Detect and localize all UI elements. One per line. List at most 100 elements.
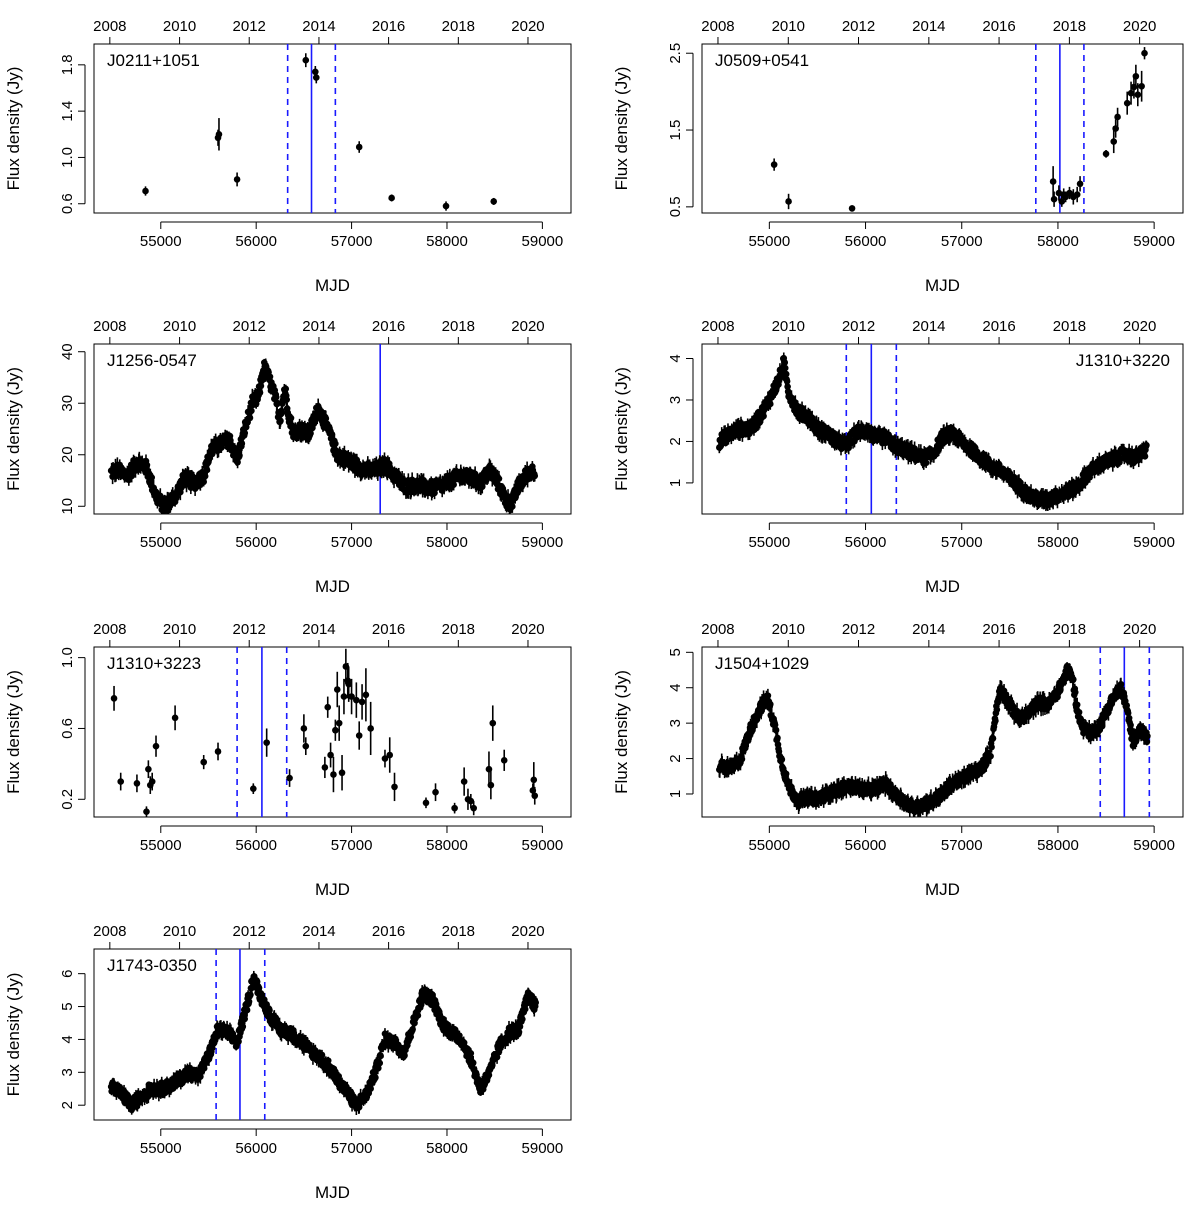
x-tick-label: 56000 bbox=[235, 233, 277, 250]
x-tick-label: 55000 bbox=[748, 837, 790, 854]
data-point bbox=[432, 788, 439, 796]
data-point bbox=[1141, 49, 1148, 57]
x-axis: 55000 56000 57000 58000 59000 MJD bbox=[748, 221, 1175, 295]
top-tick-label: 2012 bbox=[842, 621, 875, 638]
x-tick-label: 59000 bbox=[522, 233, 564, 250]
data-point bbox=[478, 483, 486, 490]
data-point bbox=[767, 400, 774, 408]
data-point bbox=[117, 778, 125, 785]
x-tick-label: 59000 bbox=[1133, 534, 1175, 551]
data-point bbox=[451, 804, 458, 812]
x-tick-label: 57000 bbox=[941, 837, 983, 854]
x-axis-label: MJD bbox=[925, 276, 960, 295]
y-tick-label: 0.6 bbox=[59, 718, 76, 739]
x-tick-label: 57000 bbox=[941, 534, 983, 551]
data-point bbox=[1050, 195, 1058, 203]
x-axis-label: MJD bbox=[925, 880, 960, 899]
data-point bbox=[1141, 452, 1149, 460]
data-point bbox=[283, 396, 291, 403]
y-tick-label: 0.6 bbox=[59, 193, 76, 214]
data-point bbox=[738, 755, 746, 763]
y-tick-label: 2 bbox=[667, 754, 684, 762]
x-tick-label: 55000 bbox=[140, 837, 182, 854]
top-tick-label: 2012 bbox=[842, 18, 875, 35]
data-point bbox=[489, 719, 497, 727]
x-tick-label: 56000 bbox=[235, 534, 277, 551]
data-point bbox=[490, 198, 498, 205]
top-year-axis: 2008 2010 2012 2014 2016 2018 2020 bbox=[93, 18, 545, 44]
data-point bbox=[214, 748, 222, 755]
top-tick-label: 2008 bbox=[701, 318, 734, 335]
y-tick-label: 5 bbox=[667, 648, 684, 656]
data-point bbox=[1132, 72, 1140, 80]
x-tick-label: 59000 bbox=[1133, 233, 1175, 250]
top-tick-label: 2012 bbox=[842, 318, 875, 335]
flux-series bbox=[142, 53, 498, 211]
x-axis-label: MJD bbox=[315, 880, 350, 899]
top-tick-label: 2018 bbox=[442, 318, 475, 335]
data-point bbox=[422, 799, 430, 807]
y-axis-label: Flux density (Jy) bbox=[4, 367, 23, 491]
data-point bbox=[200, 758, 208, 766]
flux-series bbox=[770, 47, 1148, 212]
x-axis: 55000 56000 57000 58000 59000 MJD bbox=[140, 825, 564, 899]
source-label: J1310+3220 bbox=[1076, 351, 1170, 370]
top-tick-label: 2018 bbox=[442, 18, 475, 35]
top-tick-label: 2020 bbox=[511, 621, 544, 638]
top-tick-label: 2020 bbox=[511, 318, 544, 335]
plot-frame bbox=[93, 646, 572, 818]
x-tick-label: 59000 bbox=[522, 837, 564, 854]
data-point bbox=[148, 474, 156, 481]
top-tick-label: 2008 bbox=[93, 18, 126, 35]
data-point bbox=[1127, 89, 1135, 97]
y-tick-label: 1.8 bbox=[59, 54, 76, 75]
data-point bbox=[1076, 180, 1084, 188]
x-tick-label: 57000 bbox=[331, 837, 373, 854]
data-point bbox=[256, 389, 264, 396]
y-axis-label: Flux density (Jy) bbox=[4, 670, 23, 794]
data-point bbox=[1112, 125, 1119, 132]
panel-j0211+1051: 55000 56000 57000 58000 59000 MJD 2008 2010 2012… bbox=[4, 18, 572, 295]
data-point bbox=[772, 726, 780, 734]
data-point bbox=[386, 751, 394, 759]
data-point bbox=[263, 739, 270, 746]
y-axis: 0.5 1.5 2.5 Flux density (Jy) bbox=[612, 43, 694, 217]
data-point bbox=[321, 764, 329, 771]
data-point bbox=[531, 472, 539, 480]
data-point bbox=[333, 686, 341, 693]
top-tick-label: 2010 bbox=[163, 318, 196, 335]
data-point bbox=[142, 187, 149, 195]
top-tick-label: 2012 bbox=[233, 18, 266, 35]
data-point bbox=[152, 742, 160, 750]
data-point bbox=[338, 769, 346, 777]
top-tick-label: 2014 bbox=[302, 318, 335, 335]
top-year-axis: 2008 2010 2012 2014 2016 2018 2020 bbox=[701, 318, 1156, 344]
data-point bbox=[145, 765, 152, 773]
top-tick-label: 2014 bbox=[912, 18, 945, 35]
data-point bbox=[509, 503, 516, 510]
x-tick-label: 55000 bbox=[140, 534, 182, 551]
flux-series bbox=[110, 648, 539, 817]
x-tick-label: 58000 bbox=[1037, 837, 1079, 854]
top-tick-label: 2014 bbox=[912, 621, 945, 638]
top-tick-label: 2008 bbox=[701, 18, 734, 35]
data-point bbox=[781, 364, 789, 372]
data-point bbox=[388, 194, 395, 202]
x-tick-label: 55000 bbox=[748, 233, 790, 250]
y-axis-label: Flux density (Jy) bbox=[4, 67, 23, 191]
x-axis: 55000 56000 57000 58000 59000 MJD bbox=[140, 221, 564, 295]
data-point bbox=[1114, 113, 1121, 121]
data-point bbox=[278, 409, 286, 416]
x-tick-label: 58000 bbox=[426, 837, 468, 854]
data-point bbox=[348, 693, 355, 700]
top-tick-label: 2016 bbox=[372, 621, 405, 638]
data-point bbox=[233, 176, 241, 183]
top-year-axis: 2008 2010 2012 2014 2016 2018 2020 bbox=[701, 621, 1156, 647]
source-label: J0509+0541 bbox=[715, 51, 809, 70]
top-tick-label: 2020 bbox=[1123, 621, 1156, 638]
data-point bbox=[133, 780, 141, 787]
x-axis: 55000 56000 57000 58000 59000 MJD bbox=[140, 522, 563, 596]
data-point bbox=[302, 742, 310, 750]
data-point bbox=[312, 68, 319, 76]
